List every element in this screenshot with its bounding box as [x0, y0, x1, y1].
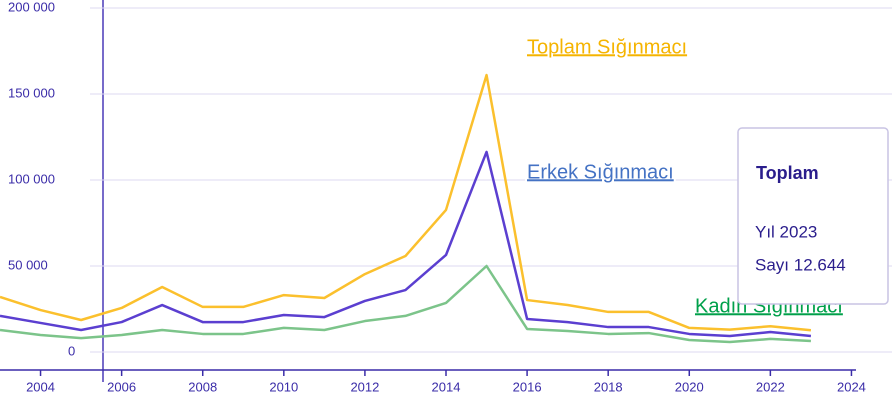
x-tick-label: 2020	[675, 379, 704, 394]
series-label: Toplam Sığınmacı	[527, 36, 687, 58]
x-tick-label: 2018	[594, 379, 623, 394]
label-background	[525, 160, 676, 186]
tooltip-box	[737, 127, 889, 305]
x-tick-label: 2024	[837, 379, 866, 394]
x-tick-label: 2016	[513, 379, 542, 394]
x-tick-label: 2022	[756, 379, 785, 394]
x-tick-label: 2012	[350, 379, 379, 394]
x-tick-label: 2006	[107, 379, 136, 394]
x-tick-label: 2014	[432, 379, 461, 394]
y-tick-label: 100 000	[8, 171, 55, 186]
series-line	[0, 150, 812, 338]
y-tick-label: 200 000	[8, 0, 55, 14]
tooltip-year: Yıl 2023	[755, 222, 817, 241]
y-tick-label: 50 000	[8, 257, 48, 272]
series-line	[0, 264, 811, 344]
series-line	[0, 73, 812, 332]
x-tick-label: 2008	[188, 379, 217, 394]
tooltip-title: Toplam	[756, 163, 819, 183]
x-tick-label: 2010	[269, 379, 298, 394]
y-tick-label: 150 000	[8, 85, 55, 100]
y-tick-label: 0	[68, 343, 75, 358]
x-tick-label: 2004	[26, 379, 55, 394]
tooltip-value: Sayı 12.644	[755, 255, 846, 274]
series-label: Erkek Sığınmacı	[527, 161, 674, 183]
label-background	[525, 35, 690, 61]
